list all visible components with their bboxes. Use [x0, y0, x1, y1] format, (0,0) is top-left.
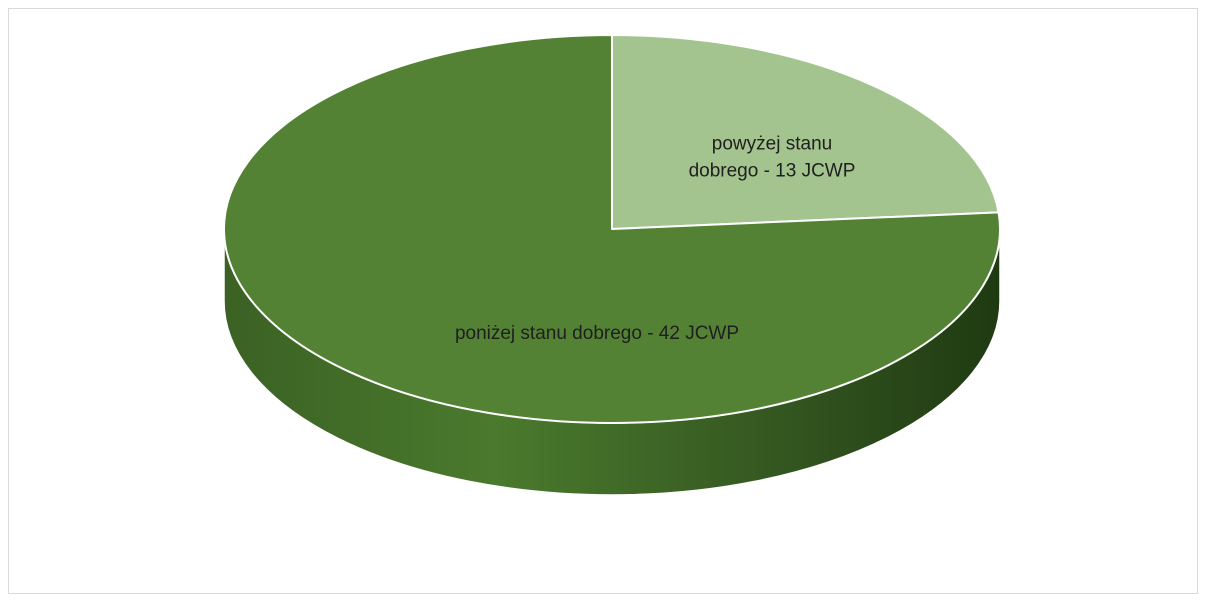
label-below-good-line: poniżej stanu dobrego - 42 JCWP: [455, 323, 739, 344]
pie-slice-below-good: [223, 34, 1001, 424]
label-above-good: powyżej stanu dobrego - 13 JCWP: [689, 134, 856, 182]
label-below-good: poniżej stanu dobrego - 42 JCWP: [455, 323, 739, 344]
label-above-good-line: powyżej stanu: [712, 134, 832, 155]
pie-slice-above-good: [611, 34, 1000, 230]
label-above-good-line: dobrego - 13 JCWP: [689, 161, 856, 182]
